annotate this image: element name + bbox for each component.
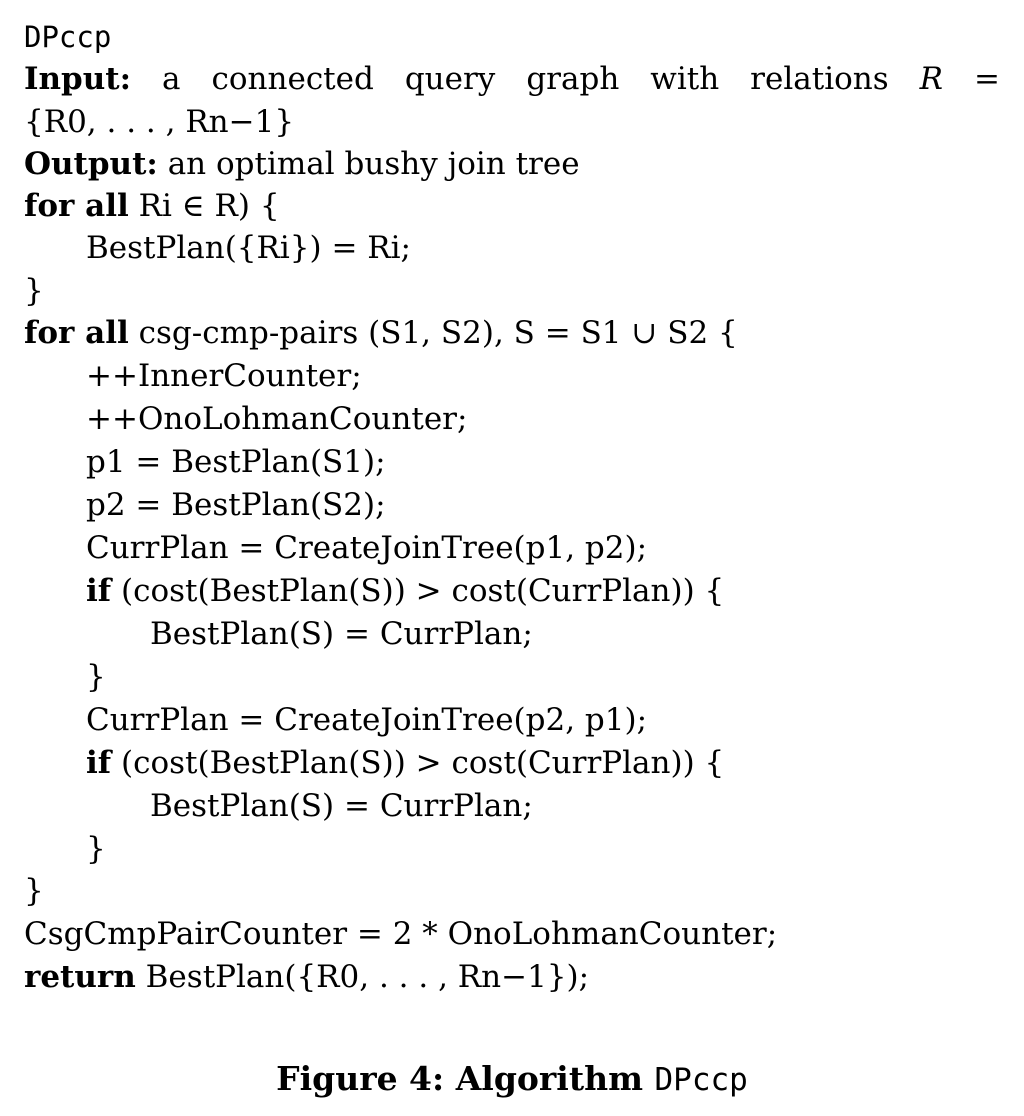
- loop1-close-brace: }: [24, 273, 44, 309]
- input-word: connected: [211, 61, 374, 97]
- if-statement-1: if (cost(BestPlan(S)) > cost(CurrPlan)) …: [86, 570, 724, 613]
- if-close-brace-1: }: [86, 659, 106, 695]
- for-all-keyword: for all: [24, 315, 129, 351]
- if-condition: (cost(BestPlan(S)) > cost(CurrPlan)) {: [120, 745, 725, 781]
- loop1-header: for all Ri ∈ R) {: [24, 185, 280, 228]
- if-condition: (cost(BestPlan(S)) > cost(CurrPlan)) {: [120, 573, 725, 609]
- if-keyword: if: [86, 745, 112, 781]
- input-word: relations: [750, 61, 889, 97]
- return-keyword: return: [24, 959, 136, 995]
- input-label: Input:: [24, 61, 132, 97]
- input-relation-symbol: R: [919, 61, 943, 97]
- stmt-inner-counter: ++InnerCounter;: [86, 358, 362, 394]
- caption-algorithm-name: DPccp: [654, 1062, 748, 1098]
- input-word: graph: [526, 61, 620, 97]
- stmt-assign-bestplan-1: BestPlan(S) = CurrPlan;: [150, 616, 533, 652]
- return-expression: BestPlan({R0, . . . , Rn−1});: [145, 959, 590, 995]
- input-word: with: [650, 61, 720, 97]
- output-text: an optimal bushy join tree: [167, 146, 580, 182]
- loop2-header-text: csg-cmp-pairs (S1, S2), S = S1 ∪ S2 {: [138, 315, 738, 351]
- stmt-assign-bestplan-2: BestPlan(S) = CurrPlan;: [150, 788, 533, 824]
- output-line: Output: an optimal bushy join tree: [24, 143, 580, 186]
- return-statement: return BestPlan({R0, . . . , Rn−1});: [24, 956, 589, 999]
- stmt-p2: p2 = BestPlan(S2);: [86, 487, 386, 523]
- figure-caption: Figure 4: Algorithm DPccp: [0, 1056, 1024, 1103]
- stmt-currplan-2: CurrPlan = CreateJoinTree(p2, p1);: [86, 702, 648, 738]
- caption-prefix: Figure 4: Algorithm: [276, 1059, 643, 1098]
- input-word: a: [162, 61, 181, 97]
- if-close-brace-2: }: [86, 831, 106, 867]
- if-statement-2: if (cost(BestPlan(S)) > cost(CurrPlan)) …: [86, 742, 724, 785]
- stmt-currplan-1: CurrPlan = CreateJoinTree(p1, p2);: [86, 530, 648, 566]
- input-word: query: [404, 61, 496, 97]
- output-label: Output:: [24, 146, 158, 182]
- loop1-body: BestPlan({Ri}) = Ri;: [86, 230, 411, 266]
- input-equals: =: [974, 61, 1000, 97]
- algorithm-name: DPccp: [24, 20, 112, 54]
- relation-set-text: {R0, . . . , Rn−1}: [24, 104, 295, 140]
- stmt-p1: p1 = BestPlan(S1);: [86, 444, 386, 480]
- loop2-header: for all csg-cmp-pairs (S1, S2), S = S1 ∪…: [24, 312, 738, 355]
- stmt-ono-counter: ++OnoLohmanCounter;: [86, 401, 468, 437]
- for-all-keyword: for all: [24, 188, 129, 224]
- stmt-pair-counter: CsgCmpPairCounter = 2 * OnoLohmanCounter…: [24, 916, 778, 952]
- input-relation-set: {R0, . . . , Rn−1}: [24, 101, 294, 144]
- loop2-close-brace: }: [24, 873, 44, 909]
- input-line: Input: a connected query graph with rela…: [24, 58, 1000, 101]
- if-keyword: if: [86, 573, 112, 609]
- loop1-header-text: Ri ∈ R) {: [138, 188, 280, 224]
